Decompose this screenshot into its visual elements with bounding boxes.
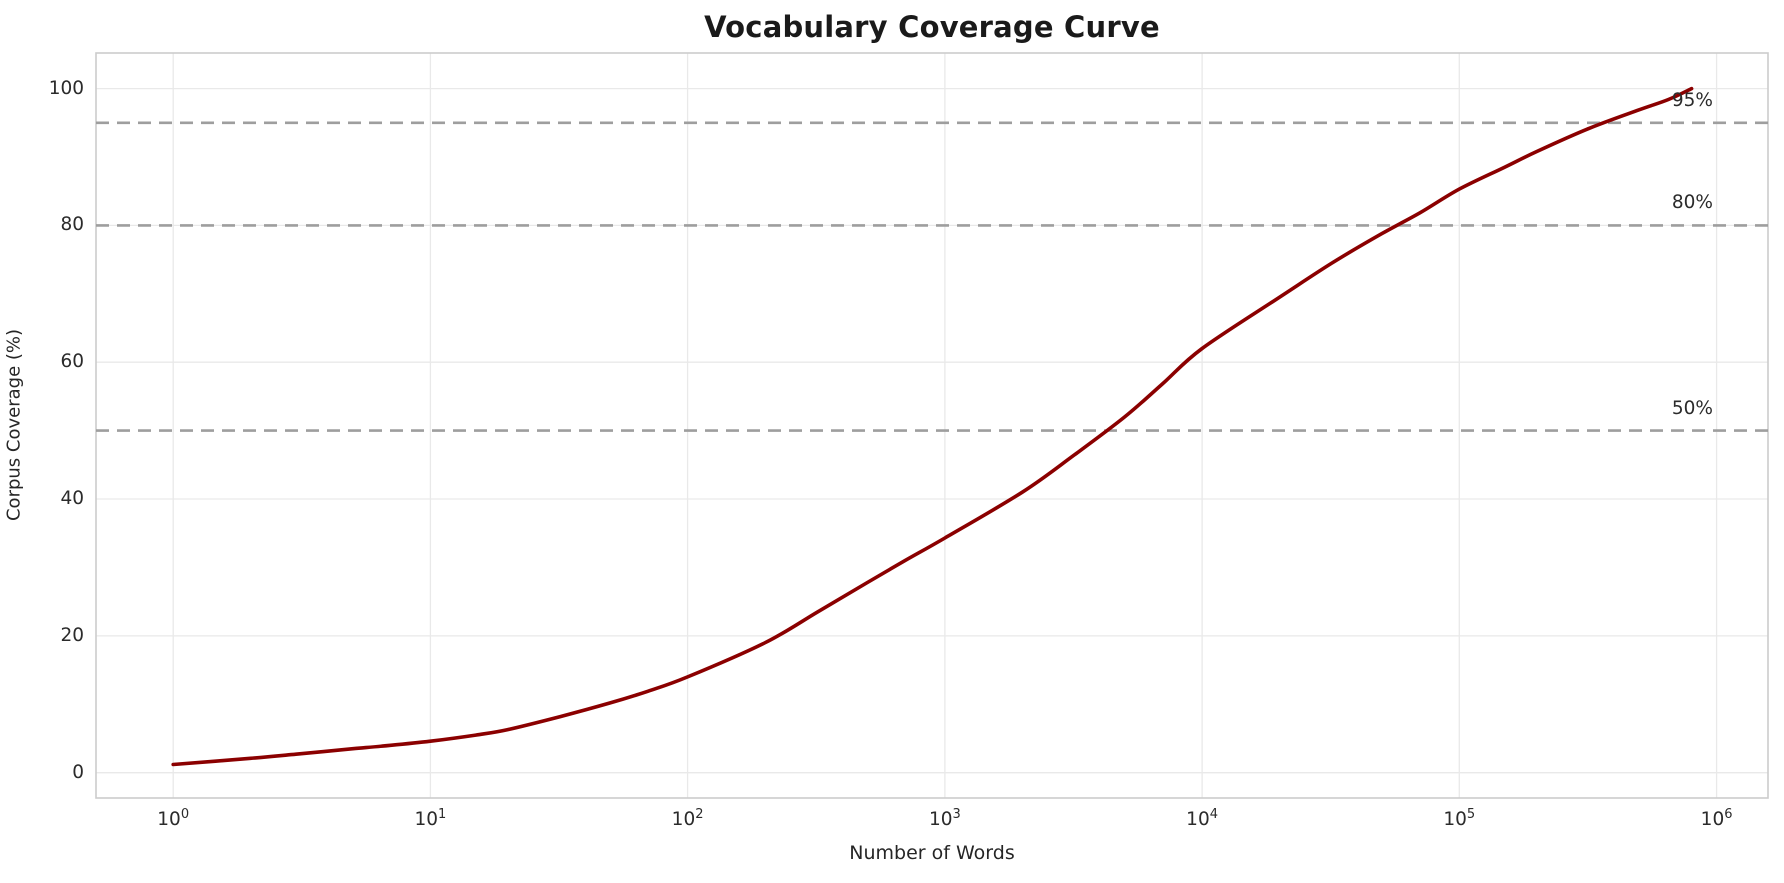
x-axis-ticks: 100 101 102 103 104 105 106 xyxy=(0,808,1784,848)
y-tick-label: 0 xyxy=(72,761,84,783)
x-axis-label: Number of Words xyxy=(849,842,1015,864)
y-tick-label: 100 xyxy=(48,77,84,99)
x-tick-label: 103 xyxy=(928,806,961,830)
y-tick-label: 80 xyxy=(60,214,84,236)
plot-border xyxy=(95,52,1769,799)
x-tick-label: 106 xyxy=(1700,806,1733,830)
y-tick-label: 20 xyxy=(60,624,84,646)
x-tick-label: 102 xyxy=(671,806,704,830)
coverage-curve xyxy=(171,86,1694,767)
chart-title: Vocabulary Coverage Curve xyxy=(704,10,1160,44)
y-tick-label: 60 xyxy=(60,351,84,373)
x-tick-label: 105 xyxy=(1443,806,1476,830)
x-tick-label: 101 xyxy=(414,806,447,830)
y-axis-ticks: 0 20 40 60 80 100 xyxy=(0,0,96,883)
x-tick-label: 100 xyxy=(157,806,190,830)
y-tick-label: 40 xyxy=(60,488,84,509)
x-tick-label: 104 xyxy=(1186,806,1219,830)
